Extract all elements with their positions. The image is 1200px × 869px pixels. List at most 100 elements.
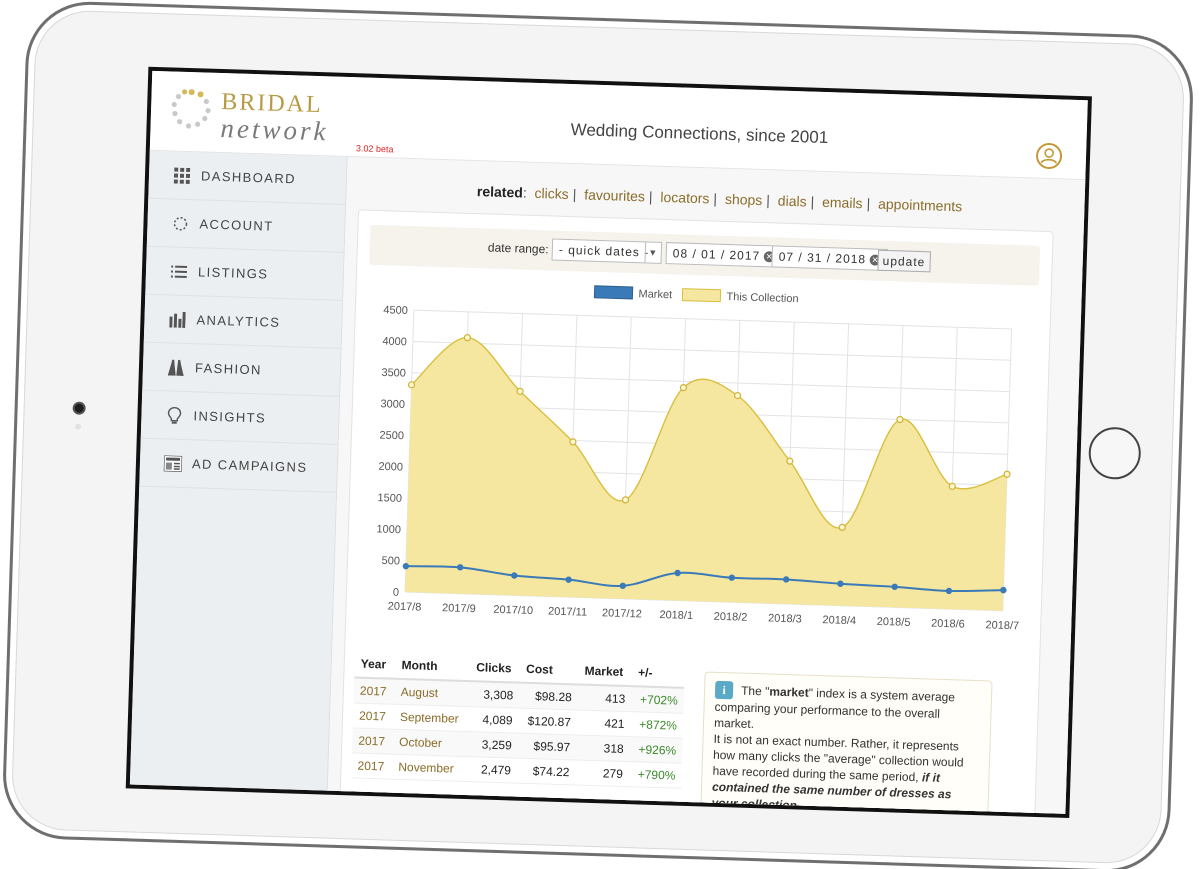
start-date-value: 08 / 01 / 2017 (672, 246, 761, 264)
cell-clicks: 2,479 (466, 756, 518, 784)
data-point-market (1000, 586, 1007, 594)
cell-cost: $95.97 (517, 733, 577, 760)
column-header-clicks[interactable]: Clicks (469, 654, 521, 683)
y-tick-label: 500 (381, 555, 400, 568)
related-link-locators[interactable]: locators (660, 188, 710, 207)
separator: | (648, 188, 653, 205)
y-tick-label: 2000 (378, 461, 403, 474)
main-content: related: clicks | favourites | locators | s… (327, 156, 1092, 818)
x-tick-label: 2018/3 (768, 612, 802, 625)
related-link-clicks[interactable]: clicks (534, 184, 569, 202)
data-point-this-collection (838, 523, 846, 531)
sidebar-item-analytics[interactable]: ANALYTICS (143, 294, 343, 349)
chevron-down-icon: ▼ (644, 242, 662, 263)
separator: | (866, 195, 871, 212)
bar-chart-icon (168, 310, 187, 329)
column-header-year[interactable]: Year (354, 650, 397, 679)
quick-dates-select[interactable]: - quick dates - ▼ (551, 238, 663, 264)
data-point-this-collection (463, 334, 472, 342)
circle-dots-icon (171, 214, 190, 233)
related-link-appointments[interactable]: appointments (877, 195, 963, 215)
x-tick-label: 2018/2 (714, 611, 748, 624)
sidebar-item-fashion[interactable]: FASHION (142, 342, 341, 397)
cell-diff: +790% (628, 761, 682, 789)
column-header-market[interactable]: Market (578, 657, 633, 687)
cell-diff: +702% (630, 686, 685, 714)
series-line-market (405, 565, 1004, 593)
update-button[interactable]: update (877, 249, 931, 273)
sidebar-item-dashboard[interactable]: DASHBOARD (148, 150, 347, 205)
sidebar-item-listings[interactable]: LISTINGS (145, 246, 344, 301)
sidebar-item-label: INSIGHTS (193, 408, 267, 426)
site-tagline: Wedding Connections, since 2001 (570, 119, 829, 148)
sidebar-item-account[interactable]: ACCOUNT (146, 198, 346, 253)
x-tick-label: 2017/10 (493, 604, 533, 617)
market-info-box: i The "market" index is a system average … (699, 671, 993, 818)
legend-label-this-collection: This Collection (726, 291, 798, 305)
data-point-market (511, 572, 518, 579)
separator: | (572, 186, 577, 203)
related-link-dials[interactable]: dials (777, 192, 807, 210)
sidebar-item-ad-campaigns[interactable]: AD CAMPAIGNS (139, 438, 338, 493)
x-tick-label: 2017/12 (602, 607, 642, 620)
cell-year: 2017 (351, 727, 394, 755)
data-point-this-collection (407, 381, 416, 389)
top-bar: BRIDAL network 3.02 beta Wedding Connect… (149, 70, 1088, 181)
column-header-month[interactable]: Month (395, 651, 471, 682)
bridal-network-logo[interactable]: BRIDAL network 3.02 beta (168, 81, 394, 154)
column-header-diff[interactable]: +/- (631, 659, 686, 688)
x-tick-label: 2018/1 (659, 609, 693, 622)
data-point-this-collection (1003, 470, 1011, 478)
separator: | (713, 190, 718, 207)
cell-year: 2017 (351, 752, 393, 780)
home-button[interactable] (1087, 426, 1142, 481)
y-tick-label: 3500 (381, 367, 406, 380)
date-range-label: date range: (487, 240, 549, 257)
cell-diff: +872% (630, 711, 684, 739)
clicks-area-chart: 0 500 1000 1500 2000 2500 3000 3500 4000 4500 2017… (376, 285, 1019, 632)
monthly-clicks-table: Year Month Clicks Cost Market +/- 2017 A… (351, 650, 686, 789)
data-point-market (782, 576, 790, 583)
cell-month: September (393, 704, 469, 732)
cell-diff: +926% (629, 736, 683, 764)
related-link-favourites[interactable]: favourites (584, 186, 646, 205)
y-gridline (412, 340, 1011, 361)
user-circle-icon[interactable] (1035, 142, 1063, 170)
lightbulb-icon (165, 406, 184, 425)
start-date-input[interactable]: 08 / 01 / 2017 ✕ (665, 242, 783, 268)
data-point-this-collection (679, 383, 688, 392)
cell-clicks: 3,259 (467, 731, 519, 759)
list-icon (170, 262, 189, 281)
y-tick-label: 0 (393, 587, 399, 599)
related-link-shops[interactable]: shops (724, 190, 763, 209)
data-point-market (674, 569, 681, 577)
cell-market: 318 (575, 734, 631, 762)
y-tick-label: 1500 (377, 492, 402, 505)
data-point-market (945, 587, 953, 595)
cell-clicks: 4,089 (468, 706, 519, 734)
y-tick-label: 2500 (379, 429, 404, 442)
column-header-cost[interactable]: Cost (519, 655, 580, 685)
cell-month: November (392, 754, 468, 782)
dress-icon (167, 358, 186, 377)
version-badge: 3.02 beta (355, 143, 394, 155)
end-date-input[interactable]: 07 / 31 / 2018 ✕ (771, 245, 889, 272)
y-tick-label: 3000 (380, 398, 405, 411)
cell-clicks: 3,308 (468, 681, 520, 709)
data-point-this-collection (786, 457, 794, 465)
y-gridline (413, 309, 1012, 330)
x-tick-label: 2017/11 (548, 606, 587, 619)
sidebar-item-label: ANALYTICS (196, 312, 281, 330)
info-text-end: . (796, 798, 801, 813)
related-link-emails[interactable]: emails (821, 193, 863, 212)
analytics-panel: date range: - quick dates - ▼ 08 / 01 / … (338, 209, 1054, 818)
cell-month: October (392, 729, 469, 757)
x-tick-label: 2017/8 (388, 600, 422, 613)
sidebar-item-insights[interactable]: INSIGHTS (140, 390, 340, 445)
x-tick-label: 2018/7 (985, 619, 1019, 632)
x-tick-label: 2018/6 (931, 618, 965, 631)
y-tick-label: 4000 (382, 336, 407, 349)
data-point-market (728, 574, 736, 581)
legend-swatch-market (593, 285, 634, 300)
